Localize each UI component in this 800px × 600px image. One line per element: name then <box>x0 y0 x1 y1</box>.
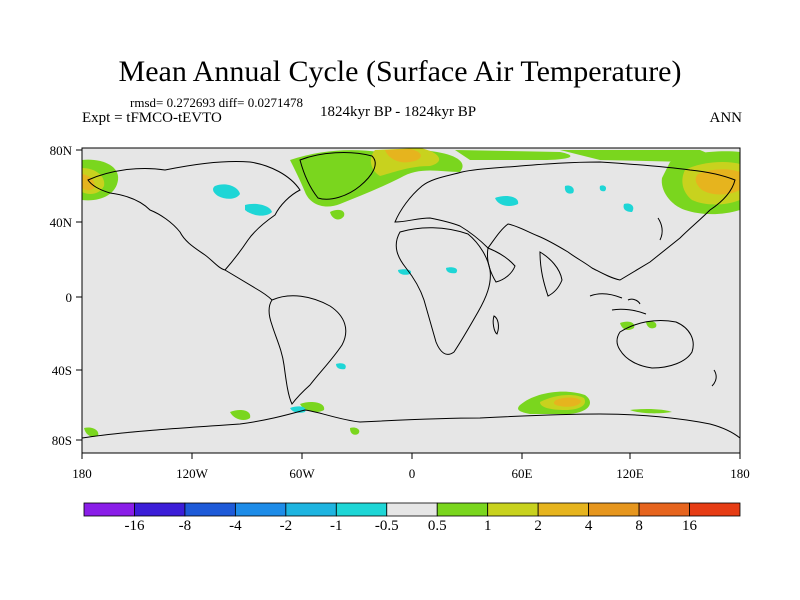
anomaly-warm-patch <box>695 169 740 195</box>
colorbar <box>83 502 741 517</box>
colorbar-swatch <box>234 502 287 517</box>
anomaly-warm-patch <box>455 150 571 160</box>
experiment-label: Expt = tFMCO-tEVTO <box>82 110 222 126</box>
map-background <box>82 148 740 453</box>
anomaly-cool-patch <box>564 185 574 194</box>
longitude-labels: 180 120W 60W 0 60E 120E 180 <box>72 466 750 481</box>
anomaly-warm-patch <box>385 149 421 163</box>
colorbar-swatch <box>537 502 590 517</box>
anomaly-warm-patch <box>82 174 95 191</box>
anomaly-cool-patch <box>213 184 240 199</box>
anomaly-warm-patch <box>620 321 635 331</box>
coastline-madagascar <box>492 315 499 335</box>
latitude-labels: 80N 40N 0 40S 80S <box>50 143 73 448</box>
colorbar-swatch <box>184 502 236 517</box>
lat-tick-label: 80S <box>52 433 72 448</box>
anomaly-cool-patch <box>599 185 607 192</box>
colorbar-label: -1 <box>330 518 343 534</box>
colorbar-swatch <box>335 502 388 517</box>
anomaly-warm-patch <box>300 402 325 412</box>
anomaly-patches <box>82 148 740 437</box>
coastline-australia <box>616 319 694 369</box>
anomaly-warm-patch <box>630 408 672 414</box>
lat-tick-label: 40S <box>52 363 72 378</box>
colorbar-label: 8 <box>635 518 643 534</box>
stats-label: rmsd= 0.272693 diff= 0.0271478 <box>130 95 303 110</box>
colorbar-label: -8 <box>178 518 192 534</box>
coastline-new-zealand <box>711 369 717 387</box>
coastline-south-america <box>268 295 347 405</box>
colorbar-swatch <box>285 502 337 517</box>
colorbar-swatch <box>487 502 539 517</box>
colorbar-swatch <box>83 502 135 517</box>
lon-tick-label: 120E <box>616 466 644 481</box>
colorbar-label: 2 <box>534 518 542 534</box>
colorbar-label: 4 <box>584 518 593 534</box>
colorbar-swatch <box>689 502 741 517</box>
lat-tick-label: 40N <box>50 215 73 230</box>
anomaly-warm-patch <box>230 410 251 420</box>
anomaly-cool-patch <box>495 196 519 206</box>
colorbar-swatch <box>386 502 438 517</box>
colorbar-swatch <box>436 502 489 517</box>
colorbar-swatch <box>588 502 640 517</box>
anomaly-warm-patch <box>560 150 713 162</box>
anomaly-cool-patch <box>245 203 272 216</box>
lon-tick-label: 180 <box>730 466 750 481</box>
lat-tick-label: 0 <box>66 290 73 305</box>
coastlines <box>81 152 741 439</box>
anomaly-cool-patch <box>336 363 346 370</box>
anomaly-warm-patch <box>646 321 657 329</box>
colorbar-swatch <box>638 502 690 517</box>
coastline-north-america <box>87 161 301 271</box>
anomaly-warm-patch <box>84 427 99 437</box>
axis-ticks <box>76 148 741 459</box>
anomaly-cool-patch <box>446 267 458 274</box>
colorbar-label: 0.5 <box>427 518 447 534</box>
anomaly-warm-patch <box>350 427 360 435</box>
colorbar-label: -2 <box>279 518 293 534</box>
coastline-arabia <box>487 247 516 283</box>
colorbar-label: -16 <box>124 518 145 534</box>
colorbar-swatch <box>134 502 186 517</box>
coastline-antarctica <box>81 409 741 439</box>
anomaly-cool-patch <box>623 203 634 212</box>
lon-tick-label: 60E <box>512 466 533 481</box>
chart-title: Mean Annual Cycle (Surface Air Temperatu… <box>118 55 682 88</box>
coastline-indonesia <box>589 293 647 315</box>
lon-tick-label: 180 <box>72 466 92 481</box>
anomaly-warm-patch <box>553 397 581 407</box>
lon-tick-label: 0 <box>409 466 416 481</box>
lon-tick-label: 120W <box>176 466 209 481</box>
colorbar-label: 1 <box>483 518 492 534</box>
coastline-africa <box>395 227 491 355</box>
period-label: 1824kyr BP - 1824kyr BP <box>320 104 477 120</box>
colorbar-label: -4 <box>229 518 242 534</box>
colorbar-label: -0.5 <box>374 518 399 534</box>
lon-tick-label: 60W <box>289 466 315 481</box>
lat-tick-label: 80N <box>50 143 73 158</box>
coastline-central-america <box>224 269 273 301</box>
coastline-greenland <box>299 152 376 200</box>
anomaly-warm-patch <box>330 209 345 220</box>
coastline-india <box>539 251 563 297</box>
colorbar-label: 16 <box>682 518 698 534</box>
coastline-japan <box>657 217 663 241</box>
season-label: ANN <box>709 110 743 126</box>
